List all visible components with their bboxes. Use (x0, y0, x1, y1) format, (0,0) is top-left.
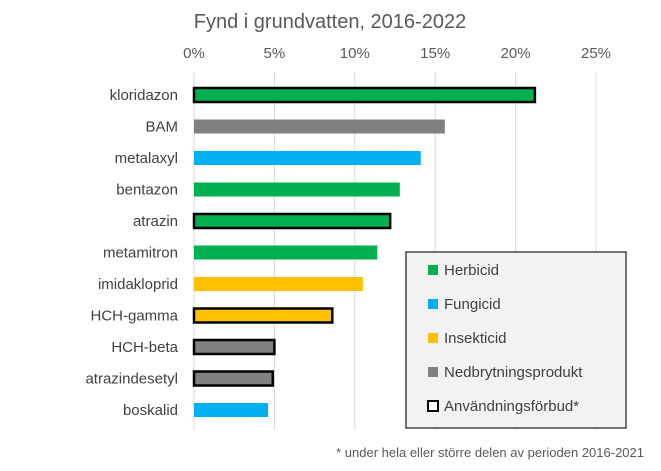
category-label: imidakloprid (98, 276, 178, 293)
bar (192, 338, 276, 356)
bar (192, 212, 392, 230)
legend: Herbicid Fungicid Insekticid Nedbrytningspr… (405, 251, 627, 429)
legend-swatch (428, 367, 438, 377)
category-label: metalaxyl (115, 150, 178, 167)
x-tick-label: 20% (501, 45, 531, 62)
chart-title: Fynd i grundvatten, 2016-2022 (194, 11, 466, 33)
x-tick-label: 25% (581, 45, 611, 62)
bar (194, 277, 363, 291)
bar (194, 151, 421, 165)
bar (194, 119, 445, 134)
bars (192, 86, 537, 417)
legend-swatch (428, 265, 438, 275)
footnote: * under hela eller större delen av perio… (336, 445, 644, 460)
category-label: metamitron (103, 245, 178, 262)
bar (192, 86, 537, 104)
legend-swatch (428, 333, 438, 343)
legend-swatch (428, 299, 438, 309)
legend-swatch (427, 400, 439, 412)
bar (192, 307, 334, 324)
category-label: HCH-beta (111, 339, 178, 356)
legend-label: Insekticid (444, 330, 507, 347)
category-label: boskalid (123, 402, 178, 419)
x-tick-label: 0% (183, 45, 205, 62)
bar (192, 370, 275, 387)
category-label: kloridazon (110, 87, 178, 104)
x-tick-label: 5% (264, 45, 286, 62)
category-label: atrazindesetyl (85, 371, 178, 388)
x-axis-ticks: 0% 5% 10% 15% 20% 25% (183, 45, 611, 62)
legend-box (405, 251, 627, 429)
bar (194, 245, 378, 260)
legend-label: Fungicid (444, 296, 501, 313)
bar (194, 182, 400, 197)
category-label: atrazin (133, 213, 178, 230)
category-label: BAM (145, 119, 178, 136)
category-labels: kloridazon BAM metalaxyl bentazon atrazin met… (85, 87, 178, 419)
category-label: HCH-gamma (90, 308, 178, 325)
bar (194, 403, 268, 417)
legend-label: Herbicid (444, 262, 499, 279)
legend-label: Användningsförbud* (444, 398, 579, 415)
x-tick-label: 10% (340, 45, 370, 62)
legend-label: Nedbrytningsprodukt (444, 364, 583, 381)
x-tick-label: 15% (420, 45, 450, 62)
category-label: bentazon (116, 182, 178, 199)
